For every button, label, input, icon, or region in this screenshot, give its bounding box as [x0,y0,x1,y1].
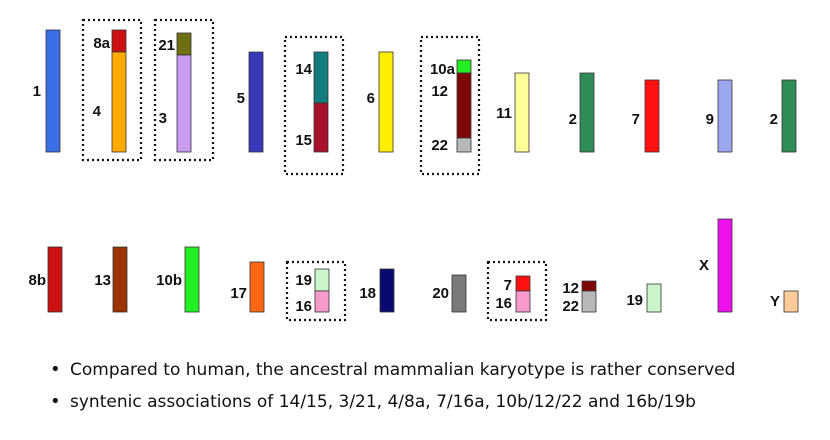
chromosome-segment [249,261,265,313]
chromosome-segment [581,290,597,313]
chromosome-segment [184,246,200,313]
chromosome-segment [248,51,264,153]
chromosome-label: 4 [93,103,102,120]
chromosome-label: 14 [295,61,312,78]
syntenic-group-box [486,260,548,322]
chromosome-segment [111,29,127,53]
chromosome-label: 10b [156,272,182,289]
chromosome-segment [579,72,595,153]
chromosome-label: 2 [569,111,577,128]
chromosome-segment [111,51,127,153]
chromosome-label: 15 [295,132,312,149]
chromosome-label: 2 [770,111,778,128]
chromosome-segment [45,29,61,153]
chromosome-label: 16 [295,298,312,315]
syntenic-group-box [283,35,345,176]
chromosome-segment [581,280,597,292]
chromosome-segment [717,79,733,153]
chromosome-segment [176,32,192,56]
chromosome-label: 11 [496,105,512,122]
chromosome-label: X [699,257,709,274]
chromosome-segment [717,218,733,313]
chromosome-label: 22 [431,137,448,154]
syntenic-group-box [419,35,481,176]
chromosome-segment [314,290,330,313]
syntenic-group-box [81,18,143,162]
chromosome-segment [781,79,797,153]
chromosome-segment [379,268,395,313]
chromosome-segment [515,275,531,292]
chromosome-segment [314,268,330,292]
chromosome-label: 20 [432,285,449,302]
chromosome-label: 12 [431,83,448,100]
chromosome-label: 19 [626,292,643,309]
syntenic-group-box [285,260,347,322]
bullet-conserved-karyotype: Compared to human, the ancestral mammali… [48,356,735,388]
chromosome-label: Y [770,293,780,310]
chromosome-label: 18 [359,285,376,302]
chromosome-segment [313,51,329,104]
chromosome-label: 6 [367,90,375,107]
chromosome-label: 7 [504,277,512,294]
bullet-syntenic-associations: syntenic associations of 14/15, 3/21, 4/… [48,388,735,420]
chromosome-label: 3 [159,110,167,127]
chromosome-segment [313,102,329,153]
chromosome-label: 13 [94,272,111,289]
chromosome-label: 9 [706,111,714,128]
chromosome-segment [456,137,472,153]
chromosome-segment [378,51,394,153]
chromosome-label: 22 [562,298,579,315]
chromosome-segment [783,290,799,313]
syntenic-group-box [153,18,215,162]
chromosome-label: 8b [28,272,46,289]
chromosome-segment [456,72,472,139]
chromosome-segment [514,72,530,153]
chromosome-label: 19 [295,272,312,289]
chromosome-label: 8a [93,35,110,52]
chromosome-segment [644,79,660,153]
chromosome-segment [176,54,192,153]
chromosome-label: 21 [158,37,175,54]
chromosome-label: 7 [632,111,640,128]
bullet-list: Compared to human, the ancestral mammali… [48,356,735,420]
chromosome-segment [112,246,128,313]
chromosome-label: 12 [562,280,579,297]
chromosome-label: 1 [33,83,41,100]
chromosome-segment [646,283,662,313]
chromosome-label: 10a [430,61,456,78]
chromosome-segment [515,290,531,313]
chromosome-label: 5 [237,90,245,107]
chromosome-label: 16 [495,295,512,312]
chromosome-segment [451,274,467,313]
chromosome-segment [47,246,63,313]
chromosome-segment [456,59,472,74]
chromosome-label: 17 [230,285,247,302]
